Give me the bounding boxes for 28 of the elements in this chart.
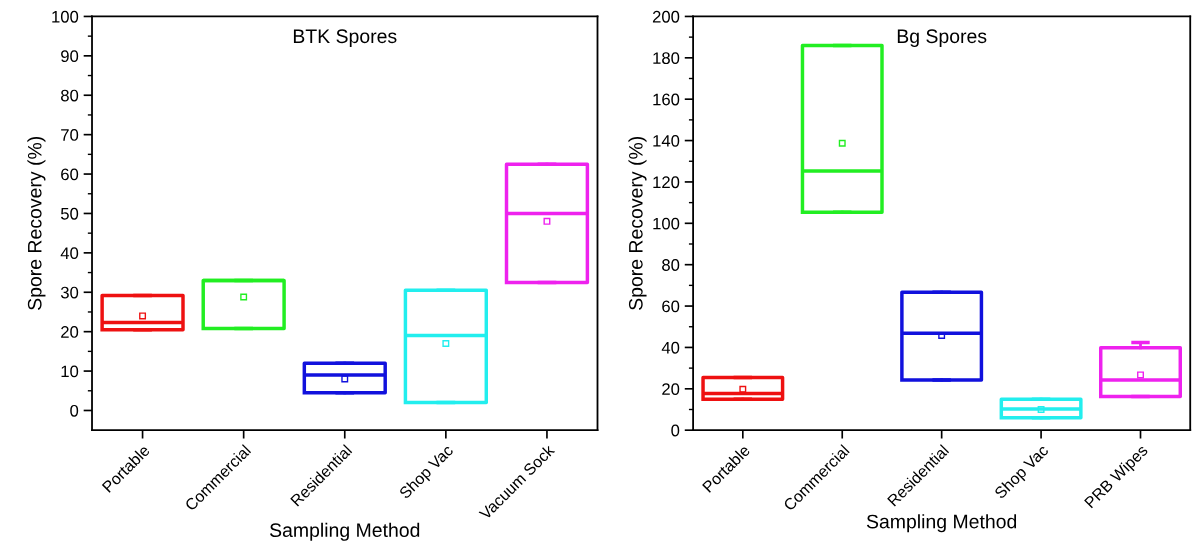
y-tick-label: 70 xyxy=(61,129,79,141)
y-axis-title: Spore Recovery (%) xyxy=(628,136,647,310)
y-tick-label: 80 xyxy=(61,89,79,102)
y-tick-label: 100 xyxy=(52,10,79,23)
y-tick-label: 180 xyxy=(653,52,680,65)
x-axis-title: Sampling Method xyxy=(866,514,1017,533)
y-axis-title: Spore Recovery (%) xyxy=(27,136,46,310)
y-tick-label: 0 xyxy=(70,404,79,417)
y-tick-label: 10 xyxy=(61,365,79,378)
y-tick-label: 30 xyxy=(60,286,79,299)
x-axis-title: Sampling Method xyxy=(269,522,420,541)
y-tick-label: 90 xyxy=(61,50,79,63)
text: BTK Spores xyxy=(293,29,397,47)
y-tick-label: 140 xyxy=(653,134,680,147)
y-tick-label: 50 xyxy=(60,207,79,220)
y-tick-label: 60 xyxy=(61,168,79,181)
y-tick-label: 40 xyxy=(60,247,79,260)
text: Bg Spores xyxy=(897,29,987,47)
y-tick-label: 20 xyxy=(662,383,680,396)
y-tick-label: 200 xyxy=(652,10,680,23)
y-tick-label: 100 xyxy=(653,217,680,230)
y-tick-label: 60 xyxy=(662,300,680,313)
y-tick-label: 80 xyxy=(662,259,680,271)
y-tick-label: 0 xyxy=(671,424,680,437)
y-tick-label: 40 xyxy=(661,341,680,354)
y-tick-label: 120 xyxy=(653,176,680,189)
y-tick-label: 160 xyxy=(653,93,680,106)
y-tick-label: 20 xyxy=(61,326,79,338)
